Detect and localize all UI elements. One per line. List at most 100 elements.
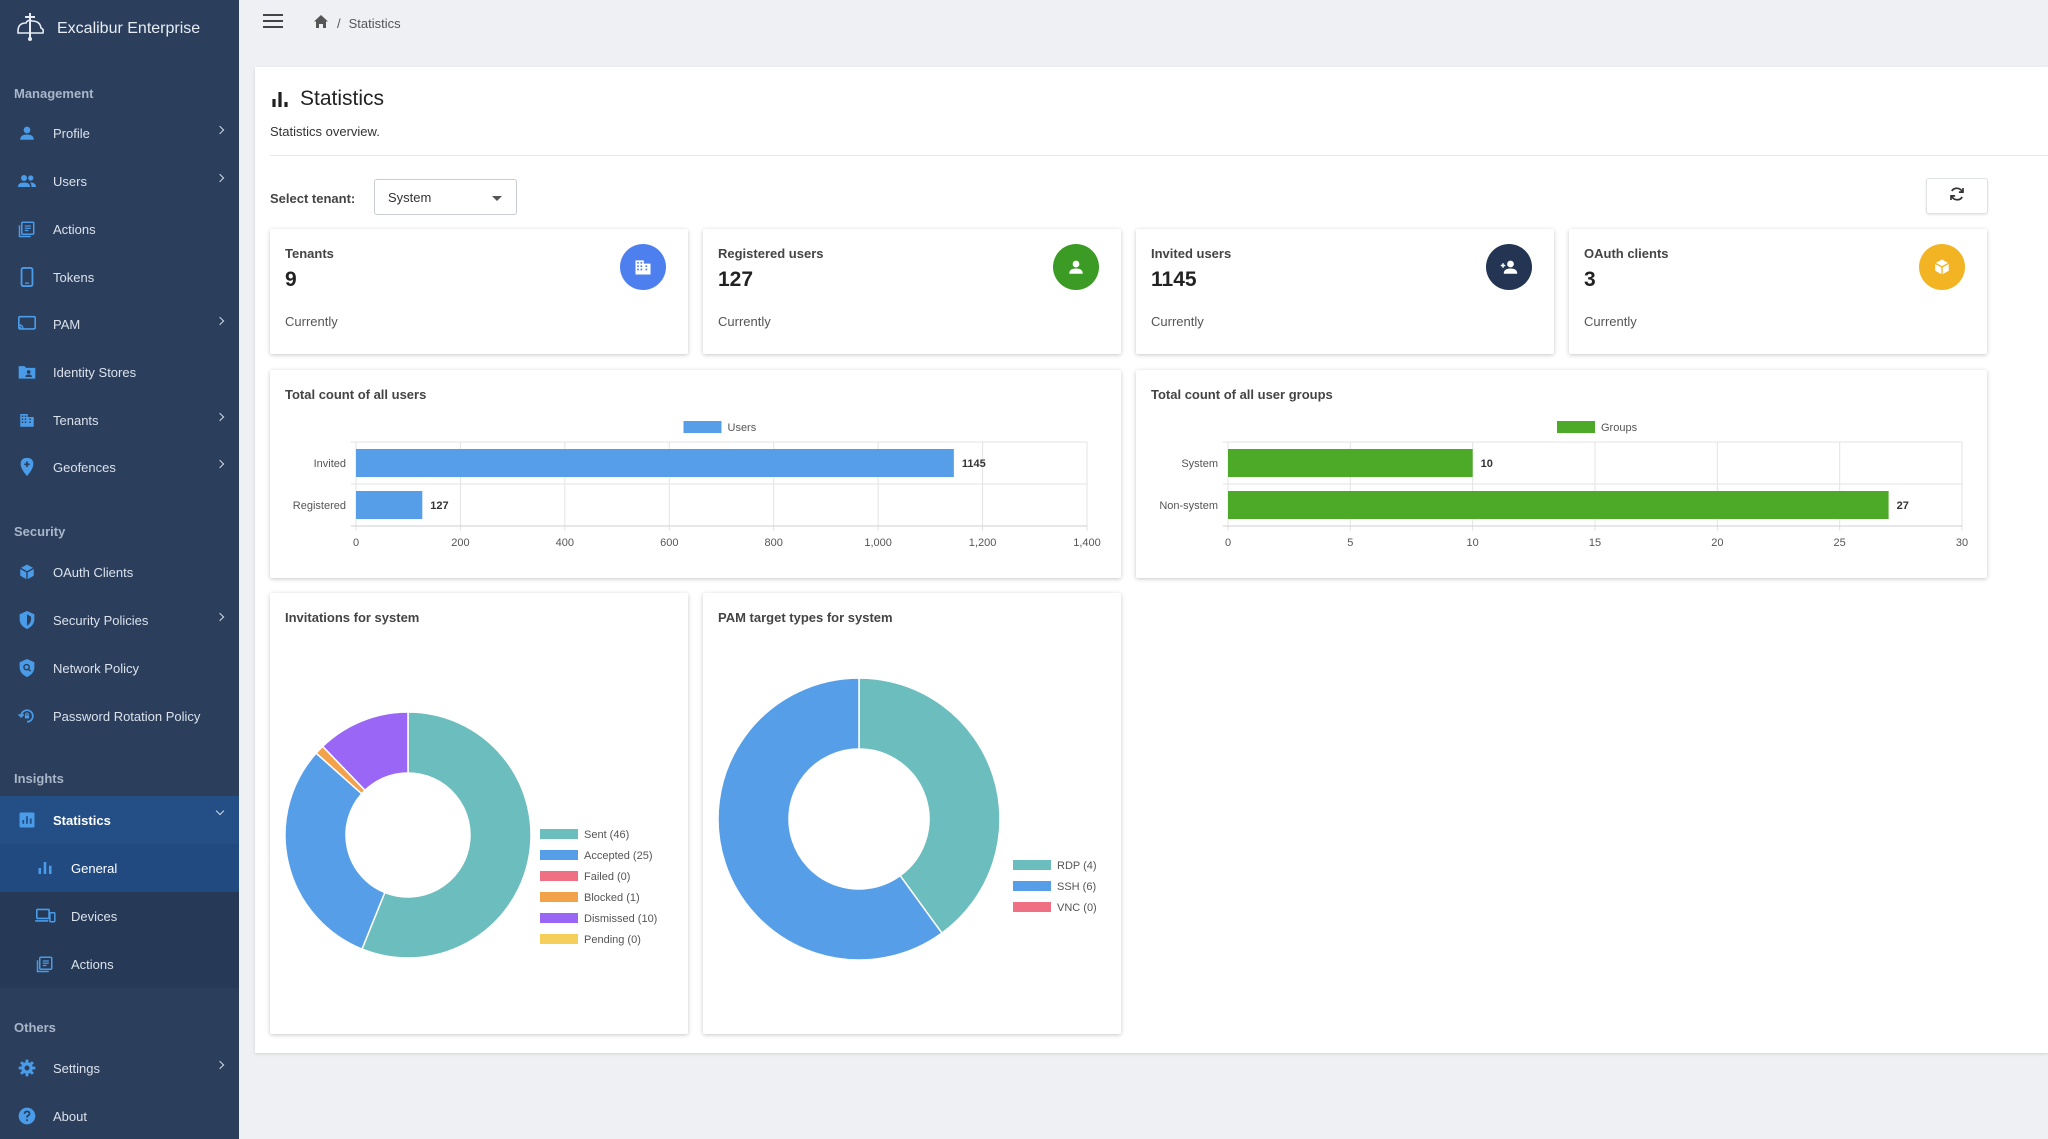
sidebar-item-geofences[interactable]: Geofences — [0, 447, 239, 487]
chart-box-icon — [16, 809, 38, 831]
sidebar-item-label: Tokens — [53, 269, 95, 285]
excalibur-logo-icon — [12, 9, 48, 50]
category-label: System — [1181, 458, 1218, 470]
tick-label: 20 — [1711, 537, 1723, 549]
chart-title: Total count of all user groups — [1151, 387, 1333, 402]
legend-label: Groups — [1601, 422, 1638, 434]
sidebar-item-general[interactable]: General — [0, 844, 239, 892]
tick-label: 400 — [556, 537, 574, 549]
sidebar-item-profile[interactable]: Profile — [0, 113, 239, 153]
sidebar-item-pam[interactable]: PAM — [0, 304, 239, 344]
sidebar-item-security-policies[interactable]: Security Policies — [0, 600, 239, 640]
sidebar-item-label: OAuth Clients — [53, 564, 134, 580]
tick-label: 800 — [765, 537, 783, 549]
chart-card-invitations: Invitations for system Sent (46) Accepted… — [270, 593, 688, 1034]
data-label: 27 — [1897, 500, 1909, 512]
chevron-right-icon — [215, 459, 225, 469]
brand[interactable]: Excalibur Enterprise — [0, 0, 239, 58]
section-insights: Insights — [14, 771, 64, 786]
stat-card-invited-users: Invited users 1145 Currently — [1136, 229, 1554, 354]
breadcrumb-current: Statistics — [348, 15, 401, 31]
sidebar-item-about[interactable]: About — [0, 1096, 239, 1136]
data-label: 10 — [1481, 458, 1493, 470]
chevron-right-icon — [215, 173, 225, 183]
people-icon — [16, 170, 38, 192]
sidebar-item-settings[interactable]: Settings — [0, 1048, 239, 1088]
stat-value: 9 — [285, 268, 297, 291]
sidebar-item-tenants[interactable]: Tenants — [0, 400, 239, 440]
category-label: Registered — [293, 500, 346, 512]
tick-label: 0 — [353, 537, 359, 549]
folder-user-icon — [16, 361, 38, 383]
bar-chart-icon — [272, 91, 290, 112]
sidebar-item-oauth-clients[interactable]: OAuth Clients — [0, 552, 239, 592]
stat-value: 127 — [718, 268, 754, 291]
legend-label: Blocked (1) — [584, 892, 640, 904]
page-subtitle: Statistics overview. — [270, 124, 380, 139]
legend-swatch — [540, 892, 578, 902]
legend-label: Pending (0) — [584, 934, 641, 946]
legend-swatch — [540, 871, 578, 881]
sidebar-item-network-policy[interactable]: Network Policy — [0, 648, 239, 688]
stat-value: 1145 — [1151, 268, 1197, 291]
sidebar-item-label: Settings — [53, 1060, 100, 1076]
chevron-down-icon — [215, 806, 225, 816]
refresh-icon — [1948, 185, 1966, 208]
tick-label: 0 — [1225, 537, 1231, 549]
chevron-right-icon — [215, 612, 225, 622]
sidebar-item-insights-actions[interactable]: Actions — [0, 940, 239, 988]
section-security: Security — [14, 524, 66, 539]
section-management: Management — [14, 86, 94, 101]
chart-title: Total count of all users — [285, 387, 427, 402]
pam-donut-chart: RDP (4) SSH (6) VNC (0) — [717, 677, 1097, 961]
hamburger-menu-icon[interactable] — [263, 14, 283, 30]
stat-label: Registered users — [718, 246, 824, 261]
slice — [858, 677, 1001, 935]
chevron-right-icon — [215, 412, 225, 422]
sidebar-item-actions[interactable]: Actions — [0, 209, 239, 249]
sidebar-item-users[interactable]: Users — [0, 161, 239, 201]
bar — [1228, 449, 1473, 477]
tick-label: 600 — [660, 537, 678, 549]
building-icon — [620, 244, 666, 290]
sidebar-item-label: Geofences — [53, 459, 116, 475]
chart-card-pam-targets: PAM target types for system RDP (4) SSH (… — [703, 593, 1121, 1034]
legend-swatch — [540, 913, 578, 923]
legend-swatch — [1013, 881, 1051, 891]
chevron-right-icon — [215, 1060, 225, 1070]
location-pin-icon — [16, 456, 38, 478]
stat-note: Currently — [718, 314, 771, 329]
cube-icon — [1919, 244, 1965, 290]
cube-icon — [16, 561, 38, 583]
sidebar-item-password-rotation-policy[interactable]: Password Rotation Policy — [0, 696, 239, 736]
person-icon — [16, 122, 38, 144]
sidebar-item-label: Security Policies — [53, 612, 149, 628]
legend-swatch — [540, 934, 578, 944]
sidebar-item-identity-stores[interactable]: Identity Stores — [0, 352, 239, 392]
sidebar-item-statistics[interactable]: Statistics — [0, 796, 239, 844]
home-icon[interactable] — [313, 14, 329, 32]
slice — [284, 752, 386, 951]
legend-label: Sent (46) — [584, 829, 629, 841]
tick-label: 25 — [1834, 537, 1846, 549]
devices-icon — [34, 905, 56, 927]
sidebar-item-label: About — [53, 1108, 87, 1124]
tenant-select[interactable]: System — [374, 179, 517, 215]
refresh-button[interactable] — [1926, 178, 1988, 214]
page-title: Statistics — [300, 87, 385, 110]
sidebar-item-tokens[interactable]: Tokens — [0, 257, 239, 297]
stat-label: Invited users — [1151, 246, 1232, 261]
sidebar: Excalibur Enterprise Management Profile … — [0, 0, 239, 1139]
invitations-donut-chart: Sent (46) Accepted (25) Failed (0) Blocked … — [284, 711, 657, 959]
bar — [356, 449, 954, 477]
sidebar-item-devices[interactable]: Devices — [0, 892, 239, 940]
legend-swatch — [540, 850, 578, 860]
list-icon — [34, 953, 56, 975]
bar-chart-icon — [34, 857, 56, 879]
legend-swatch — [1557, 421, 1595, 433]
stat-note: Currently — [1151, 314, 1204, 329]
stat-card-tenants: Tenants 9 Currently — [270, 229, 688, 354]
legend-label: RDP (4) — [1057, 860, 1097, 872]
person-add-icon — [1486, 244, 1532, 290]
sidebar-item-label: PAM — [53, 316, 81, 332]
